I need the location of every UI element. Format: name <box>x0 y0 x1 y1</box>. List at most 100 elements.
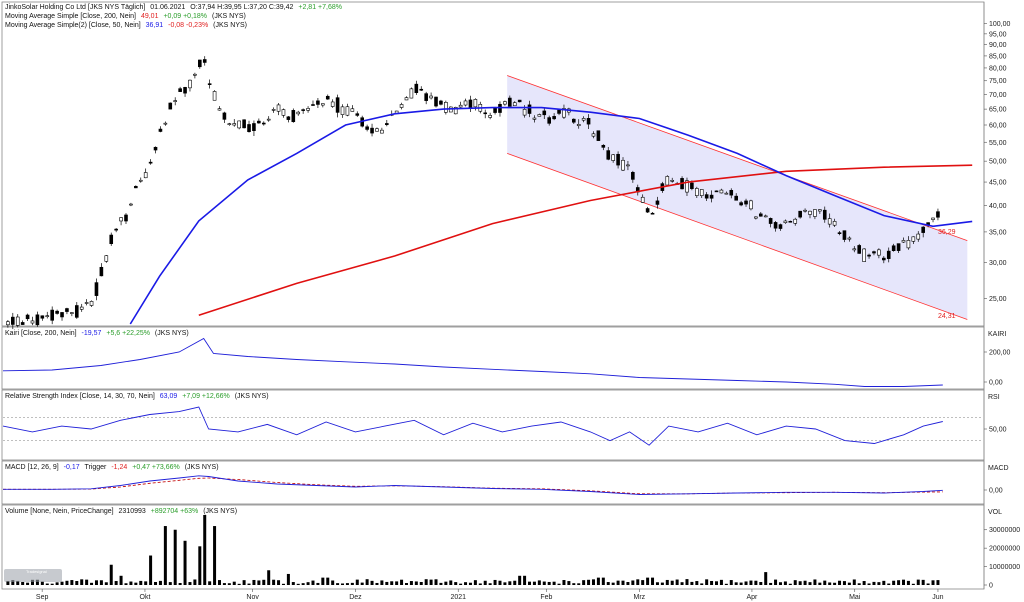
candle-body <box>724 192 729 195</box>
volume-bar <box>788 583 792 585</box>
kairi-line <box>2 337 943 387</box>
candle-body <box>744 200 748 205</box>
candle-body <box>227 123 232 125</box>
candle-body <box>385 123 389 125</box>
candle-body <box>690 182 694 189</box>
volume-bar <box>828 582 832 585</box>
volume-bar <box>193 579 197 585</box>
volume-bar <box>247 583 251 585</box>
ma50-line <box>129 106 973 325</box>
volume-bar <box>45 583 49 585</box>
candle-body <box>316 100 320 105</box>
volume-bar <box>882 580 886 585</box>
volume-bar <box>577 583 581 585</box>
volume-bar <box>552 581 556 585</box>
rsi-line <box>2 406 943 446</box>
candle-body <box>335 97 340 113</box>
rsi-series <box>2 406 943 446</box>
price-tick-label: 65,00 <box>989 107 1007 114</box>
candle-body <box>931 217 935 220</box>
candle-body <box>429 95 433 99</box>
tradesignal-logo: Tradesignal <box>4 569 62 582</box>
volume-bar <box>877 582 881 585</box>
volume-bar <box>774 579 778 585</box>
candle-body <box>699 189 704 196</box>
volume-label: Volume [None, Nein, PriceChange] <box>5 508 114 515</box>
kairi-change: +5,6 +22,25% <box>106 330 150 337</box>
volume-bar <box>542 581 546 585</box>
volume-tick-label: 30000000 <box>989 527 1020 534</box>
volume-bar <box>350 582 354 585</box>
volume-bar <box>636 579 640 585</box>
candle-body <box>345 106 350 116</box>
volume-bar <box>483 580 487 585</box>
volume-bar <box>35 579 39 585</box>
price-tick-label: 50,00 <box>989 159 1007 166</box>
candle-body <box>439 100 443 105</box>
volume-bar <box>331 580 335 585</box>
volume-bar <box>724 583 728 585</box>
volume-bar <box>557 583 561 585</box>
macd-label: MACD [12, 26, 9] <box>5 464 59 471</box>
candle-body <box>512 102 517 107</box>
volume-bar <box>16 580 20 585</box>
volume-bar <box>262 579 266 585</box>
volume-bar <box>50 583 54 585</box>
volume-bar <box>931 580 935 585</box>
ma50-label: Moving Average Simple(2) [Close, 50, Nei… <box>5 22 141 29</box>
price-tick-label: 75,00 <box>989 78 1007 85</box>
candle-body <box>6 321 10 326</box>
candle-body <box>25 314 30 320</box>
volume-bar <box>429 579 433 585</box>
volume-bar <box>473 580 477 585</box>
volume-bar <box>217 580 221 585</box>
candle-body <box>842 230 847 240</box>
rsi-value: 63,09 <box>160 393 178 400</box>
volume-bar <box>562 580 566 585</box>
ma200-instrument: (JKS NYS) <box>212 13 246 20</box>
candle-body <box>562 108 566 118</box>
kairi-tick-label: 0,00 <box>989 380 1003 387</box>
candle-body <box>729 189 734 196</box>
candle-body <box>163 122 168 125</box>
volume-bar <box>385 581 389 585</box>
volume-bar <box>513 580 517 585</box>
volume-bar <box>823 580 827 585</box>
volume-bar <box>852 579 856 585</box>
volume-bar <box>390 581 394 585</box>
volume-bar <box>523 575 527 585</box>
volume-bar <box>90 582 94 585</box>
volume-bar <box>208 581 212 585</box>
kairi-value: -19,57 <box>82 330 102 337</box>
volume-bar <box>478 583 482 585</box>
rsi-axis-label: RSI <box>988 394 1000 401</box>
volume-tick-label: 10000000 <box>989 564 1020 571</box>
candle-body <box>94 282 99 296</box>
candle-body <box>532 117 537 120</box>
candlesticks <box>6 56 940 330</box>
candle-body <box>45 315 50 317</box>
candle-body <box>867 254 871 257</box>
candle-body <box>547 117 551 124</box>
volume-bar <box>906 580 910 585</box>
candle-body <box>857 245 862 254</box>
price-y-axis: 100,00 95,00 90,00 85,00 80,00 75,00 70,00 65,0… <box>984 21 1011 303</box>
volume-bar <box>700 583 704 585</box>
volume-bar <box>518 575 522 585</box>
volume-bar <box>424 579 428 585</box>
volume-bar <box>306 582 310 585</box>
volume-bar <box>459 583 463 585</box>
volume-bar <box>498 580 502 585</box>
volume-axis-label: VOL <box>988 509 1002 516</box>
volume-bar <box>60 581 64 585</box>
volume-bar <box>281 583 285 585</box>
volume-change: +892704 +63% <box>151 508 199 515</box>
volume-bar <box>818 582 822 585</box>
candle-body <box>375 128 379 132</box>
volume-bar <box>847 582 851 585</box>
candle-body <box>685 180 689 193</box>
candle-body <box>739 202 743 206</box>
candle-body <box>552 116 556 120</box>
volume-bar <box>759 582 763 585</box>
candle-body <box>65 308 69 312</box>
